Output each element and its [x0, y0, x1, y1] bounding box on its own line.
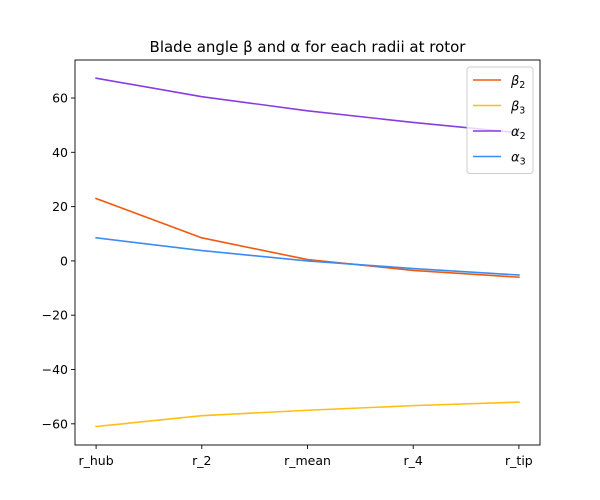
series-line-3 — [95, 77, 520, 134]
legend-label-2: β3 — [510, 100, 525, 117]
y-tick-label: 20 — [52, 199, 68, 214]
series-layer — [95, 77, 520, 428]
y-tick-label: 40 — [52, 145, 68, 160]
legend-label-1: β2 — [510, 74, 525, 91]
x-tick-label: r_2 — [192, 453, 211, 468]
legend-label-4: α3 — [511, 151, 526, 168]
chart-title: Blade angle β and α for each radii at ro… — [150, 38, 467, 56]
x-tick-label: r_tip — [505, 453, 533, 468]
series-line-4 — [95, 236, 520, 276]
legend: β2 β3 α2 α3 — [466, 66, 534, 174]
series-line-1 — [95, 197, 520, 279]
y-tick-label: −20 — [42, 308, 68, 323]
x-tick-label: r_4 — [404, 453, 423, 468]
y-tick-label: −40 — [42, 362, 68, 377]
y-tick-label: 60 — [52, 91, 68, 106]
axes-layer: −60 −40 −20 0 20 40 60 r_hub r_2 r_mean r_4 r_tip — [42, 59, 541, 468]
y-tick-label: −60 — [42, 416, 68, 431]
x-tick-label: r_hub — [79, 453, 114, 468]
legend-box — [466, 66, 534, 174]
y-tick-label: 0 — [60, 253, 68, 268]
legend-label-3: α2 — [511, 125, 526, 142]
x-tick-label: r_mean — [284, 453, 331, 468]
series-line-2 — [95, 401, 520, 428]
